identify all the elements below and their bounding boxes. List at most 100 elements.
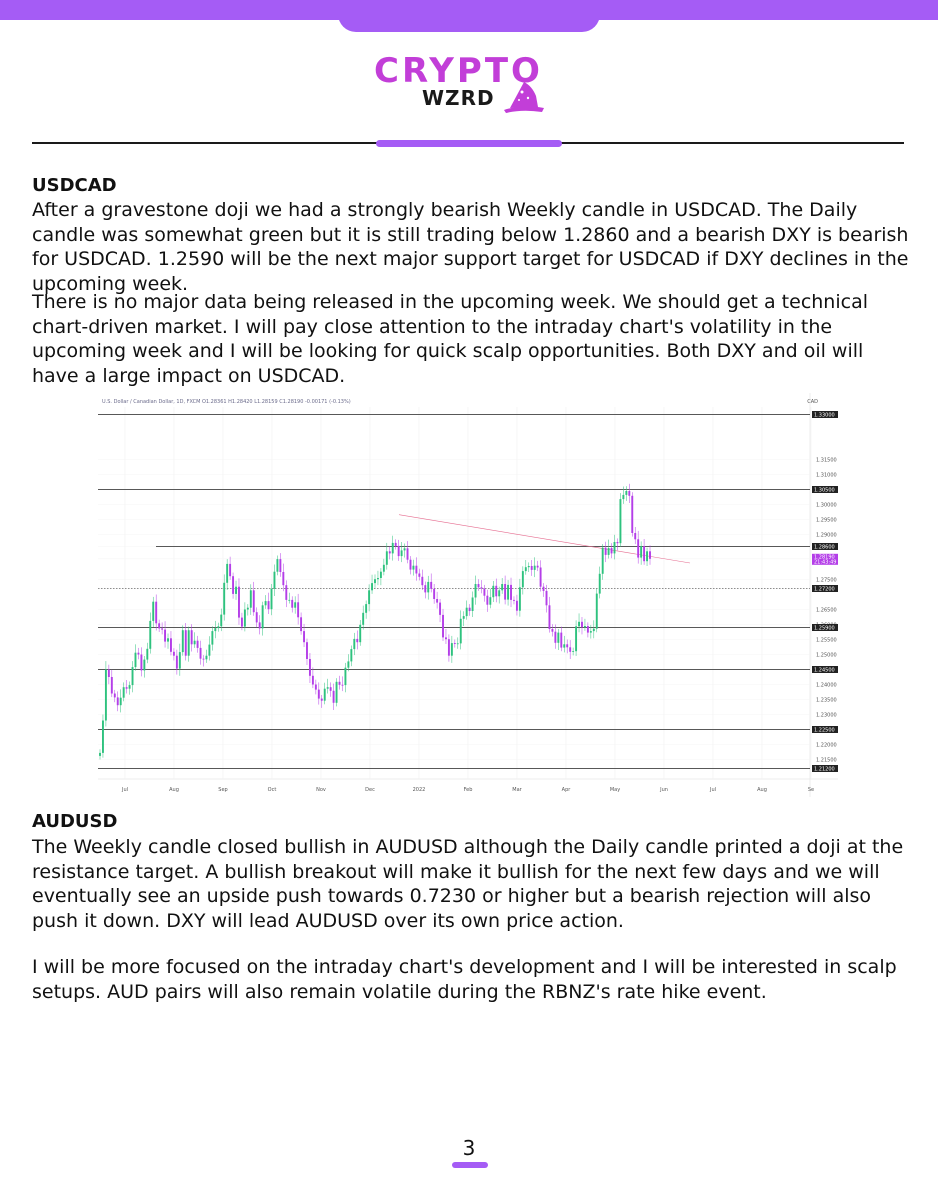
- candle-body: [515, 600, 518, 611]
- candle-body: [477, 584, 480, 588]
- candle-body: [382, 564, 385, 572]
- level-badge: [812, 585, 838, 592]
- candle-body: [625, 491, 628, 495]
- candle-body: [628, 491, 631, 496]
- paragraph-usdcad-2: There is no major data being released in…: [32, 291, 868, 387]
- section-title-usdcad: USDCAD: [32, 175, 117, 196]
- candle-body: [258, 622, 261, 629]
- candle-body: [521, 571, 524, 588]
- candle-body: [329, 687, 332, 691]
- candle-body: [205, 655, 208, 660]
- candle-body: [637, 539, 640, 558]
- candle-body: [563, 644, 566, 648]
- candle-body: [631, 495, 634, 533]
- candle-body: [164, 629, 167, 642]
- candle-body: [187, 630, 190, 656]
- level-badge: [812, 624, 838, 631]
- candle-body: [445, 637, 447, 640]
- candle-body: [566, 644, 569, 648]
- candle-body: [152, 601, 155, 621]
- candle-body: [643, 546, 646, 562]
- candle-body: [391, 542, 394, 554]
- candle-body: [158, 623, 161, 629]
- candle-body: [586, 626, 589, 633]
- candle-body: [646, 551, 649, 562]
- candle-body: [270, 588, 273, 610]
- candle-body: [622, 494, 625, 500]
- candle-body: [276, 559, 279, 572]
- paragraph-audusd-2: I will be more focused on the intraday c…: [32, 956, 897, 1003]
- candle-body: [374, 579, 376, 584]
- candle-body: [308, 659, 311, 676]
- current-price-time: 21:43:49: [814, 559, 836, 565]
- y-tick-label: 1.26500: [816, 608, 837, 614]
- level-badge: [812, 765, 838, 772]
- candle-body: [610, 548, 613, 554]
- candle-body: [536, 565, 539, 568]
- candle-body: [371, 583, 374, 591]
- candle-body: [326, 687, 329, 689]
- level-badge: [812, 411, 838, 418]
- candle-body: [575, 626, 578, 652]
- candle-body: [238, 586, 240, 618]
- level-badge: [812, 486, 838, 493]
- x-tick-label: Aug: [757, 787, 767, 793]
- candle-body: [527, 566, 530, 568]
- candle-body: [427, 581, 430, 593]
- candle-body: [510, 584, 512, 600]
- candle-body: [483, 588, 486, 596]
- candle-body: [530, 566, 533, 570]
- candle-body: [320, 698, 323, 701]
- candle-body: [338, 681, 341, 685]
- candle-body: [285, 585, 288, 600]
- x-tick-label: Apr: [562, 787, 572, 793]
- candle-body: [119, 697, 122, 706]
- candle-body: [507, 584, 510, 600]
- candle-body: [99, 752, 101, 756]
- x-tick-label: Sep: [218, 787, 227, 793]
- candle-body: [273, 571, 276, 589]
- candle-body: [385, 551, 388, 565]
- candle-body: [403, 548, 406, 551]
- candle-body: [170, 638, 172, 652]
- candle-body: [365, 604, 368, 613]
- candle-body: [453, 643, 456, 644]
- level-badge-label: 1.27200: [814, 587, 835, 593]
- candle-body: [128, 685, 131, 689]
- candle-body: [240, 617, 243, 627]
- paragraph-audusd-1: The Weekly candle closed bullish in AUDU…: [32, 836, 904, 932]
- candle-body: [539, 567, 542, 587]
- x-tick-label: Feb: [464, 787, 473, 793]
- candle-body: [107, 669, 110, 677]
- candle-body: [359, 624, 362, 643]
- candle-body: [439, 602, 442, 615]
- candle-body: [143, 659, 146, 671]
- paragraph-usdcad-1: After a gravestone doji we had a strongl…: [32, 199, 909, 295]
- candle-body: [101, 720, 104, 753]
- section-title-audusd: AUDUSD: [32, 811, 118, 832]
- candle-body: [220, 614, 223, 627]
- candle-body: [471, 597, 474, 611]
- candle-body: [291, 599, 294, 608]
- candle-body: [184, 630, 187, 656]
- y-tick-label: 1.21500: [816, 758, 837, 764]
- candle-body: [193, 640, 196, 645]
- candle-body: [267, 601, 270, 610]
- candle-body: [533, 565, 536, 570]
- x-tick-label: Jun: [659, 787, 668, 793]
- candle-body: [161, 628, 164, 630]
- candle-body: [104, 669, 107, 721]
- candle-body: [149, 620, 152, 649]
- candle-body: [589, 631, 592, 633]
- candle-body: [243, 609, 246, 627]
- candle-body: [557, 632, 560, 643]
- chart-svg: Jul Aug Sep Oct Nov Dec 2022 Feb Mar Apr May Jun Jul…: [98, 393, 838, 797]
- candle-body: [542, 586, 545, 591]
- candle-body: [303, 631, 305, 643]
- candle-body: [332, 690, 335, 703]
- candle-body: [264, 601, 267, 606]
- candle-body: [433, 588, 436, 599]
- candle-body: [592, 628, 595, 632]
- current-price-badge: [812, 553, 838, 565]
- candle-body: [279, 559, 282, 572]
